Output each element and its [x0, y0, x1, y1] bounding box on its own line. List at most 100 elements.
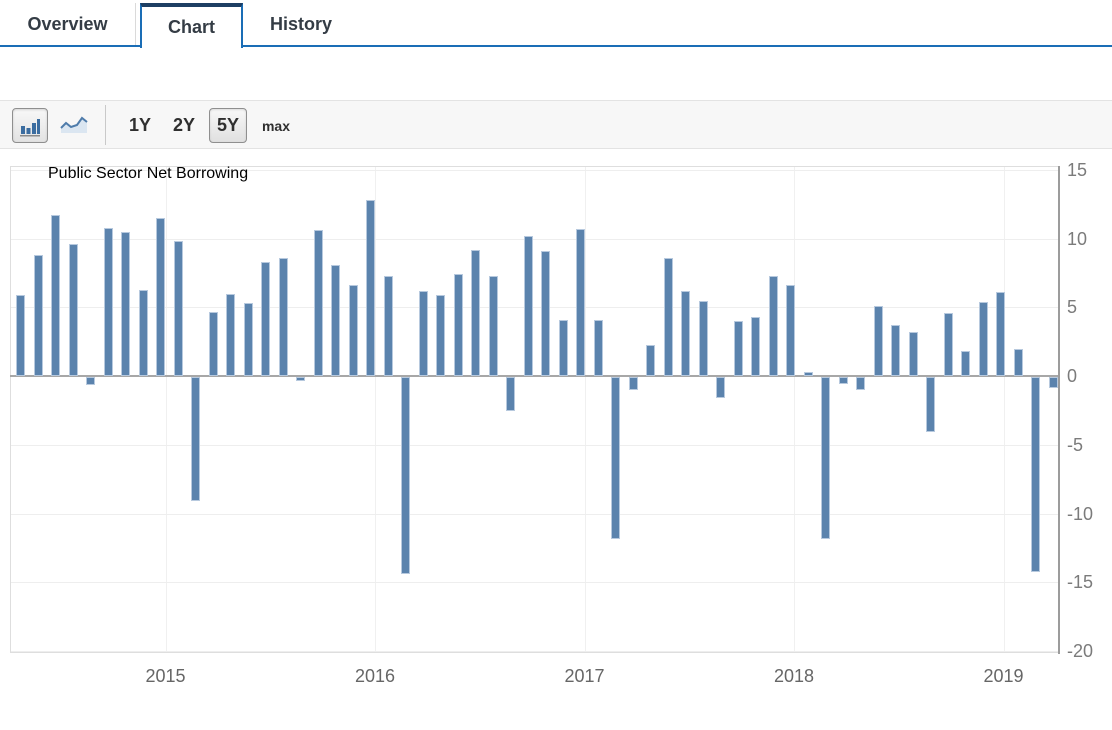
bar[interactable]	[716, 377, 725, 398]
bar[interactable]	[471, 249, 480, 377]
x-axis-label: 2017	[564, 666, 605, 686]
bar[interactable]	[348, 285, 358, 377]
y-axis-line	[1058, 166, 1060, 654]
line-chart-type-button[interactable]	[56, 108, 92, 143]
y-gridline	[10, 170, 1058, 171]
range-2y-button[interactable]: 2Y	[166, 108, 202, 143]
y-gridline	[10, 444, 1058, 446]
x-axis-label: 2019	[983, 666, 1024, 686]
bar[interactable]	[891, 325, 900, 377]
bar[interactable]	[86, 377, 95, 386]
bar[interactable]	[576, 229, 585, 377]
range-1y-button[interactable]: 1Y	[122, 108, 158, 143]
bar[interactable]	[978, 301, 988, 377]
bar[interactable]	[803, 372, 813, 377]
chart-title: Public Sector Net Borrowing	[48, 165, 249, 182]
bar[interactable]	[926, 377, 935, 433]
bar[interactable]	[261, 262, 270, 377]
bar[interactable]	[768, 275, 778, 377]
chart-toolbar: 1Y 2Y 5Y max	[0, 100, 1112, 149]
plot-border-bottom	[10, 652, 1058, 653]
year-gridline	[584, 166, 586, 652]
tab-chart-label: Chart	[167, 17, 215, 37]
range-5y-button[interactable]: 5Y	[209, 108, 247, 143]
range-2y-label: 2Y	[172, 115, 196, 135]
bar[interactable]	[226, 293, 235, 377]
y-axis-label: 15	[1067, 160, 1088, 180]
range-5y-label: 5Y	[216, 115, 240, 135]
tab-history[interactable]: History	[245, 3, 357, 45]
bar[interactable]	[751, 317, 760, 377]
bar[interactable]	[663, 257, 673, 377]
bar[interactable]	[961, 351, 970, 377]
bar[interactable]	[313, 230, 323, 377]
tab-overview-label: Overview	[27, 13, 108, 34]
bar[interactable]	[1013, 348, 1023, 377]
year-gridline	[165, 166, 167, 652]
tab-history-label: History	[269, 13, 332, 34]
bar[interactable]	[558, 319, 568, 377]
y-axis-label: 10	[1067, 228, 1088, 249]
line-chart-icon	[60, 116, 88, 133]
bar[interactable]	[1031, 377, 1040, 573]
range-max-button[interactable]: max	[256, 108, 296, 143]
bar[interactable]	[628, 377, 638, 390]
bar[interactable]	[51, 215, 60, 377]
bar[interactable]	[733, 321, 743, 377]
toolbar-separator	[105, 105, 106, 145]
tab-chart[interactable]: Chart	[140, 3, 243, 48]
bar[interactable]	[698, 300, 708, 377]
plot-border-left	[10, 166, 11, 652]
bar[interactable]	[208, 311, 218, 377]
bar[interactable]	[103, 227, 113, 377]
bar[interactable]	[943, 312, 953, 377]
bar[interactable]	[331, 264, 340, 377]
bar[interactable]	[191, 377, 200, 501]
bar[interactable]	[243, 303, 253, 377]
y-gridline	[10, 582, 1058, 584]
bar[interactable]	[436, 295, 445, 377]
bar[interactable]	[908, 332, 918, 377]
bar[interactable]	[646, 344, 655, 377]
bar[interactable]	[506, 377, 515, 412]
bar[interactable]	[453, 274, 463, 377]
year-gridline	[794, 166, 795, 652]
bar[interactable]	[488, 275, 498, 377]
bar[interactable]	[401, 377, 410, 574]
y-axis-label: -20	[1067, 641, 1094, 661]
y-gridline	[10, 238, 1058, 240]
bar[interactable]	[856, 377, 865, 390]
bar[interactable]	[418, 290, 428, 377]
year-gridline	[375, 166, 376, 652]
x-axis-label: 2016	[354, 666, 396, 686]
bar[interactable]	[156, 218, 165, 377]
tab-overview[interactable]: Overview	[0, 3, 136, 45]
bar[interactable]	[278, 257, 288, 377]
bar[interactable]	[681, 290, 690, 377]
bar[interactable]	[138, 289, 148, 377]
bar[interactable]	[366, 200, 375, 377]
bar[interactable]	[873, 306, 883, 377]
bar[interactable]	[1048, 377, 1058, 389]
bar[interactable]	[523, 235, 533, 377]
bar[interactable]	[173, 241, 183, 377]
bar[interactable]	[996, 292, 1005, 377]
zero-line	[10, 375, 1058, 378]
bar[interactable]	[786, 285, 795, 377]
bar[interactable]	[593, 319, 603, 377]
bar[interactable]	[611, 377, 620, 540]
bar[interactable]	[838, 377, 848, 384]
bar[interactable]	[541, 251, 550, 377]
y-axis-label: -15	[1067, 572, 1094, 593]
range-1y-label: 1Y	[128, 115, 152, 135]
bar[interactable]	[821, 377, 830, 540]
bar[interactable]	[296, 377, 305, 382]
bar[interactable]	[121, 231, 130, 377]
bar-chart-icon	[20, 118, 40, 136]
bar[interactable]	[383, 275, 393, 377]
bar[interactable]	[33, 255, 43, 377]
bar[interactable]	[68, 244, 78, 377]
bar-chart-type-button[interactable]	[12, 108, 48, 143]
bar[interactable]	[16, 295, 25, 377]
